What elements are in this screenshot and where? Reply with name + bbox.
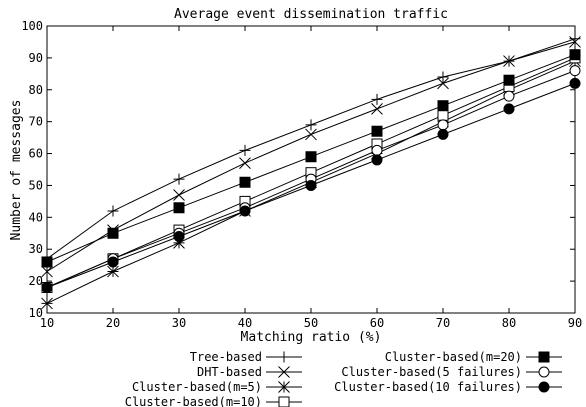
legend-marker	[278, 366, 290, 378]
data-point	[107, 227, 119, 239]
x-tick-label: 80	[502, 316, 516, 330]
legend-label: Cluster-based(5 failures)	[341, 365, 522, 379]
data-point	[173, 236, 185, 249]
legend-label: Cluster-based(m=10)	[125, 395, 262, 407]
data-point	[371, 93, 383, 105]
chart-title: Average event dissemination traffic	[174, 7, 448, 22]
data-point	[107, 265, 119, 278]
data-point	[41, 281, 53, 293]
legend-label: Cluster-based(m=5)	[132, 380, 262, 394]
data-point	[173, 202, 185, 214]
x-tick-label: 40	[238, 316, 252, 330]
y-tick-label: 30	[29, 242, 43, 256]
data-point	[569, 49, 581, 61]
data-point	[173, 173, 185, 185]
data-point	[239, 144, 251, 156]
data-point	[371, 103, 383, 115]
data-point	[503, 74, 515, 86]
data-point	[239, 176, 251, 188]
y-tick-label: 70	[29, 115, 43, 129]
legend: Tree-basedDHT-basedCluster-based(m=5)Clu…	[125, 350, 562, 407]
series-line	[46, 38, 576, 260]
data-point	[305, 179, 317, 191]
x-axis-label: Matching ratio (%)	[241, 330, 382, 345]
x-tick-label: 70	[436, 316, 450, 330]
x-tick-label: 10	[40, 316, 54, 330]
x-tick-label: 60	[370, 316, 384, 330]
legend-marker	[278, 351, 290, 363]
axis-ticks: 10 20 30 40 50 60 70 80 90 10 20 30 40 50 60 70 80 90 100	[21, 19, 582, 330]
data-point	[305, 151, 317, 163]
data-point	[239, 205, 251, 217]
data-point	[305, 128, 317, 141]
x-tick-label: 20	[106, 316, 120, 330]
series-markers	[41, 33, 581, 310]
data-point	[305, 119, 317, 131]
data-point	[503, 103, 515, 115]
data-point	[107, 256, 119, 268]
y-tick-label: 60	[29, 147, 43, 161]
data-point	[173, 189, 185, 201]
legend-label: DHT-based	[197, 365, 262, 379]
legend-marker	[538, 366, 550, 378]
x-tick-label: 90	[568, 316, 582, 330]
data-point	[503, 90, 515, 102]
data-point	[569, 77, 581, 89]
legend-marker	[278, 381, 290, 393]
y-tick-label: 50	[29, 178, 43, 192]
y-axis-label: Number of messages	[9, 100, 24, 241]
legend-marker	[278, 396, 290, 407]
y-tick-label: 80	[29, 83, 43, 97]
data-point	[437, 71, 449, 83]
y-tick-label: 40	[29, 210, 43, 224]
data-point	[173, 230, 185, 242]
data-point	[41, 265, 53, 278]
x-tick-label: 50	[304, 316, 318, 330]
data-point	[239, 157, 251, 169]
x-tick-label: 30	[172, 316, 186, 330]
data-point	[569, 36, 581, 48]
data-point	[437, 77, 449, 90]
y-tick-label: 100	[21, 19, 43, 33]
data-point	[41, 297, 53, 310]
data-point	[569, 65, 581, 77]
legend-marker	[538, 351, 550, 363]
legend-marker	[538, 381, 550, 393]
data-point	[437, 100, 449, 112]
legend-label: Tree-based	[190, 350, 262, 364]
data-point	[437, 128, 449, 140]
data-point	[371, 144, 383, 156]
y-tick-label: 10	[29, 306, 43, 320]
legend-label: Cluster-based(10 failures)	[334, 380, 522, 394]
data-point	[437, 109, 449, 121]
data-point	[107, 205, 119, 217]
legend-label: Cluster-based(m=20)	[385, 350, 522, 364]
data-point	[41, 256, 53, 268]
data-point	[503, 55, 515, 67]
data-point	[371, 154, 383, 166]
y-tick-label: 90	[29, 51, 43, 65]
y-tick-label: 20	[29, 274, 43, 288]
data-point	[371, 125, 383, 137]
data-point	[437, 119, 449, 131]
